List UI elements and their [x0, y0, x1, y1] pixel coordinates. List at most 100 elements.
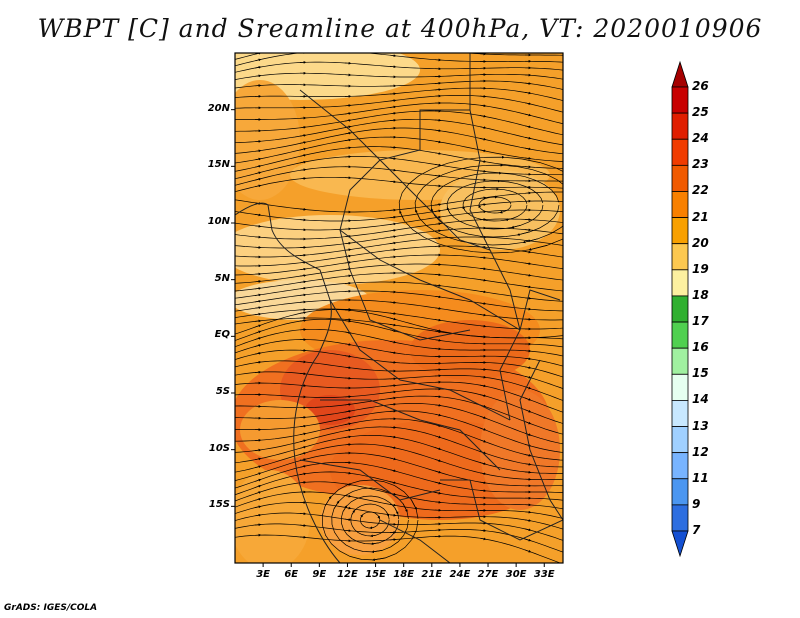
streamline-arrow: [524, 82, 532, 85]
streamline: [235, 156, 563, 180]
colorbar-label: 16: [692, 340, 709, 355]
colorbar-label: 18: [692, 287, 709, 302]
streamline-arrow: [389, 105, 397, 109]
colorbar-segment: [671, 400, 689, 427]
streamline: [235, 166, 563, 186]
streamline: [235, 272, 563, 292]
streamline-arrow: [479, 313, 487, 317]
streamline-arrow: [524, 538, 532, 542]
streamline-arrow: [389, 513, 397, 517]
x-tick-label: 6E: [284, 569, 299, 580]
streamline: [235, 127, 563, 155]
streamline: [235, 481, 563, 510]
streamline-arrow: [299, 207, 307, 211]
streamline-arrow: [389, 329, 397, 333]
streamline-arrow: [377, 515, 380, 520]
country-borders: [235, 53, 563, 563]
streamline-arrow: [299, 300, 307, 304]
streamline-arrow: [524, 250, 532, 254]
streamline: [235, 434, 563, 474]
streamline-arrow: [479, 415, 487, 419]
streamline-arrow: [254, 177, 262, 181]
colorbar-segment: [671, 295, 689, 323]
streamline-arrow: [344, 403, 352, 406]
streamline-arrow: [344, 241, 352, 245]
streamline: [235, 61, 563, 73]
streamline-arrow: [342, 505, 348, 512]
colorbar-segment: [671, 269, 689, 297]
streamline-arrow: [522, 238, 539, 244]
streamline: [235, 254, 563, 276]
streamline-arrow: [462, 206, 466, 211]
streamline-arrow: [479, 489, 487, 493]
streamline-arrow: [389, 229, 397, 232]
streamline: [235, 53, 563, 60]
streamline-arrow: [479, 462, 487, 465]
colorbar-label: 9: [692, 496, 701, 511]
streamline-arrow: [524, 432, 532, 436]
y-tick-label: 5S: [215, 386, 230, 397]
streamline-arrow: [299, 432, 307, 436]
streamline-arrow: [524, 273, 532, 277]
streamline: [235, 245, 563, 267]
streamline: [350, 503, 390, 537]
streamline-arrow: [254, 360, 262, 364]
streamline-arrow: [389, 215, 397, 219]
streamline-arrow: [479, 439, 487, 443]
streamline: [341, 495, 400, 545]
streamline: [235, 110, 563, 136]
streamline-arrow: [524, 470, 532, 474]
streamline-arrow: [434, 403, 442, 407]
streamline-arrow: [479, 481, 487, 485]
streamline-arrow: [254, 74, 262, 78]
streamline-arrow: [344, 319, 352, 323]
streamline-arrow: [479, 169, 487, 173]
streamline-arrow: [524, 462, 532, 466]
colorbar-segment: [671, 347, 689, 375]
streamline-arrow: [389, 222, 397, 226]
streamline-arrow: [434, 163, 442, 167]
colorbar-segment: [671, 478, 689, 506]
map-frame: [234, 52, 564, 564]
streamline-arrow: [434, 338, 442, 342]
streamline-arrow: [434, 413, 442, 417]
y-tick-label: 15N: [207, 159, 230, 171]
streamline-arrow: [344, 422, 352, 426]
colorbar-label: 13: [692, 418, 709, 433]
streamline-arrow: [254, 448, 262, 452]
colorbar-segment: [671, 112, 689, 140]
streamline-arrow: [344, 138, 352, 142]
streamlines: [235, 53, 563, 563]
streamline-arrow: [344, 366, 352, 370]
streamline-arrow: [389, 435, 397, 439]
x-tick-label: 24E: [449, 569, 471, 580]
streamline-arrow: [254, 491, 262, 495]
colorbar-label: 17: [692, 314, 709, 329]
streamline: [235, 191, 563, 213]
streamline: [235, 328, 563, 357]
streamline: [235, 426, 563, 468]
streamline-arrow: [254, 324, 262, 328]
colorbar-segment: [671, 217, 689, 245]
colorbar-segment: [671, 243, 689, 271]
streamline-arrow: [254, 280, 262, 283]
streamline-arrow: [524, 157, 532, 160]
streamline-arrow: [254, 312, 262, 316]
streamline-arrow: [479, 529, 487, 532]
streamline-arrow: [524, 125, 532, 129]
streamline-arrow: [254, 213, 262, 217]
streamline-arrow: [434, 318, 442, 322]
streamline-arrow: [299, 160, 307, 164]
streamline-arrow: [254, 157, 262, 161]
streamline: [235, 87, 563, 101]
x-tick-label: 33E: [533, 569, 555, 580]
streamline-arrow: [524, 549, 532, 553]
y-tick-label: 5N: [214, 272, 230, 284]
streamline-arrow: [344, 435, 352, 439]
streamline-arrow: [299, 319, 307, 322]
streamline-arrow: [389, 469, 397, 473]
streamline-arrow: [344, 409, 352, 413]
streamline-arrow: [344, 248, 352, 252]
